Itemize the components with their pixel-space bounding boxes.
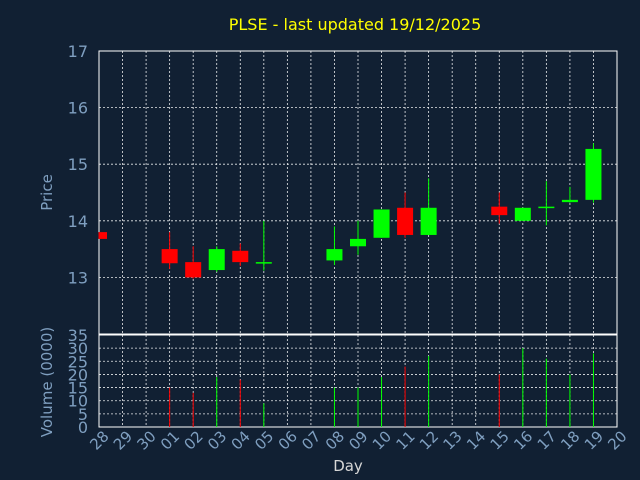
candle xyxy=(514,207,531,221)
candle xyxy=(491,192,508,224)
candle-body xyxy=(491,206,508,216)
volume-tick-label: 25 xyxy=(68,352,88,371)
x-axis: 2829300102030405060708091011121314151617… xyxy=(86,427,630,475)
candle-body xyxy=(514,207,531,221)
x-tick-label: 19 xyxy=(581,427,607,453)
x-tick-label: 17 xyxy=(534,427,560,453)
candle xyxy=(326,226,343,265)
volume-tick-label: 35 xyxy=(68,326,88,345)
volume-tick-label: 10 xyxy=(68,392,88,411)
candle-body xyxy=(350,238,366,247)
x-tick-label: 14 xyxy=(463,427,489,453)
price-tick-label: 15 xyxy=(68,155,88,174)
x-tick-label: 02 xyxy=(181,427,207,453)
x-tick-label: 12 xyxy=(416,427,442,453)
x-tick-label: 29 xyxy=(110,427,136,453)
chart-title: PLSE - last updated 19/12/2025 xyxy=(229,15,482,34)
x-tick-label: 04 xyxy=(228,427,254,453)
candle-body xyxy=(538,206,555,209)
x-tick-label: 15 xyxy=(487,427,513,453)
x-tick-label: 11 xyxy=(392,427,418,453)
candle-body xyxy=(373,209,390,238)
volume-tick-label: 15 xyxy=(68,379,88,398)
x-tick-label: 16 xyxy=(510,427,536,453)
x-tick-label: 09 xyxy=(345,427,371,453)
candle-body xyxy=(208,249,225,271)
candle-body xyxy=(232,250,249,263)
candle-body xyxy=(99,232,107,239)
candle-body xyxy=(161,249,178,264)
candle-body xyxy=(561,199,578,203)
candle xyxy=(397,192,414,238)
price-panel: 13 14 15 16 17 Price xyxy=(38,42,618,335)
candle-body xyxy=(255,262,272,264)
candle xyxy=(561,186,578,203)
x-axis-label: Day xyxy=(333,457,363,475)
price-frame xyxy=(98,50,618,335)
candle xyxy=(420,178,437,235)
x-tick-label: 18 xyxy=(557,427,583,453)
candle xyxy=(208,246,225,272)
volume-tick-label: 20 xyxy=(68,365,88,384)
candle xyxy=(98,232,107,239)
volume-tick-label: 5 xyxy=(78,405,88,424)
candle xyxy=(538,181,555,226)
x-tick-label: 30 xyxy=(133,427,159,453)
price-tick-label: 17 xyxy=(68,42,88,61)
candle-body xyxy=(326,249,343,261)
x-tick-label: 08 xyxy=(322,427,348,453)
volume-tick-label: 0 xyxy=(78,418,88,437)
volume-tick-label: 30 xyxy=(68,339,88,358)
candle-body xyxy=(420,207,437,235)
candle xyxy=(161,232,178,269)
x-tick-label: 05 xyxy=(251,427,277,453)
x-tick-label: 10 xyxy=(369,427,395,453)
candle xyxy=(185,246,202,279)
x-tick-label: 20 xyxy=(604,427,630,453)
volume-axis-label: Volume (0000) xyxy=(38,327,56,437)
x-tick-label: 03 xyxy=(204,427,230,453)
candle xyxy=(255,220,272,271)
x-tick-label: 01 xyxy=(157,427,183,453)
candle xyxy=(373,209,390,238)
candle xyxy=(585,143,602,203)
x-tick-label: 06 xyxy=(275,427,301,453)
x-tick-label: 13 xyxy=(440,427,466,453)
price-tick-label: 16 xyxy=(68,99,88,118)
price-axis-label: Price xyxy=(38,174,56,211)
candle-body xyxy=(397,207,414,235)
price-tick-label: 14 xyxy=(68,212,88,231)
candle xyxy=(350,220,366,255)
candle-body xyxy=(585,148,602,200)
candle xyxy=(232,243,249,267)
price-tick-label: 13 xyxy=(68,268,88,287)
candle-body xyxy=(185,262,202,278)
x-tick-label: 07 xyxy=(298,427,324,453)
x-tick-label: 28 xyxy=(86,427,112,453)
